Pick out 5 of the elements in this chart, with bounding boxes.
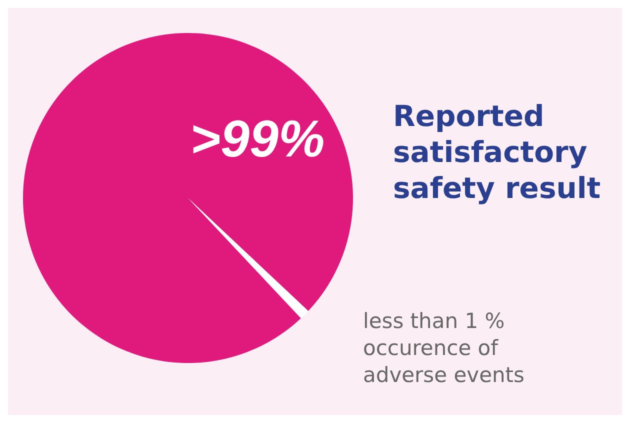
pie-slice bbox=[23, 33, 353, 363]
slice-label: Reported satisfactory safety result bbox=[393, 98, 602, 206]
data-label: >99% bbox=[190, 110, 325, 169]
slice-label: less than 1 % occurence of adverse events bbox=[363, 308, 526, 389]
pie-slice bbox=[188, 198, 308, 318]
